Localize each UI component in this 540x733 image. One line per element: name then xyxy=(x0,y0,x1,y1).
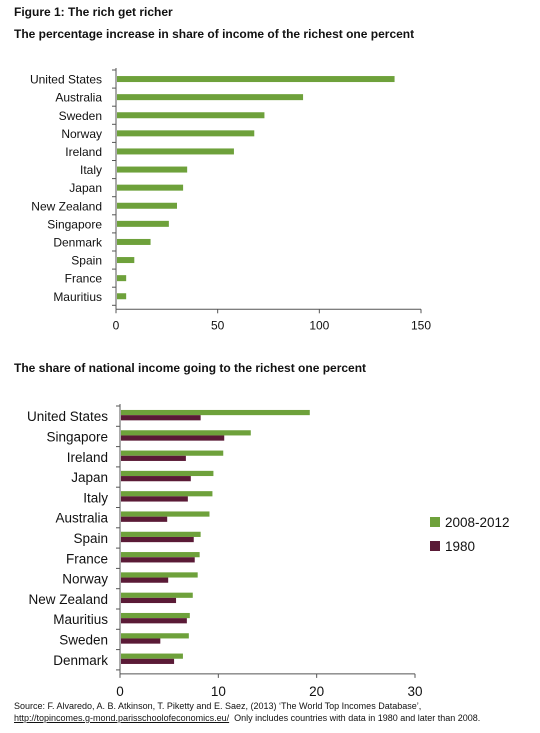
bar xyxy=(117,130,255,137)
x-tick-label: 10 xyxy=(211,684,226,699)
category-label: Japan xyxy=(69,181,102,195)
legend-label: 2008-2012 xyxy=(445,515,510,530)
legend-swatch xyxy=(430,541,440,551)
bar xyxy=(117,293,127,300)
bar-2008-2012 xyxy=(121,450,224,456)
category-label: Spain xyxy=(71,254,102,268)
bar-2008-2012 xyxy=(121,430,251,436)
bar xyxy=(117,257,135,264)
x-tick-label: 0 xyxy=(116,684,124,699)
source-link-line: http://topincomes.g-mond.parisschoolofec… xyxy=(14,712,534,724)
figure-title: Figure 1: The rich get richer xyxy=(14,5,173,19)
category-label: France xyxy=(66,551,108,566)
category-label: New Zealand xyxy=(28,592,108,607)
bar xyxy=(117,148,234,155)
bar-1980 xyxy=(121,597,177,604)
category-label: Ireland xyxy=(65,145,102,159)
source-note: Source: F. Alvaredo, A. B. Atkinson, T. … xyxy=(14,700,534,724)
bar xyxy=(117,184,184,191)
category-label: Australia xyxy=(55,91,102,105)
x-tick-label: 50 xyxy=(211,318,225,332)
category-label: Italy xyxy=(83,490,108,505)
bar xyxy=(117,94,304,101)
bar xyxy=(117,275,127,282)
bar-2008-2012 xyxy=(121,511,210,517)
category-label: United States xyxy=(27,409,108,424)
x-tick-label: 100 xyxy=(309,318,329,332)
legend-label: 1980 xyxy=(445,539,475,554)
category-label: Singapore xyxy=(47,217,102,231)
bar xyxy=(117,166,188,173)
bar-1980 xyxy=(121,536,194,543)
bar-2008-2012 xyxy=(121,470,214,477)
bar-2008-2012 xyxy=(121,612,190,619)
category-label: Japan xyxy=(71,470,108,485)
bar-1980 xyxy=(121,496,188,502)
category-label: United States xyxy=(30,73,102,87)
bar-1980 xyxy=(121,658,175,664)
x-tick-label: 20 xyxy=(309,684,324,699)
bar-1980 xyxy=(121,577,169,583)
bar-1980 xyxy=(121,435,225,441)
category-label: France xyxy=(65,272,103,286)
category-label: New Zealand xyxy=(31,199,102,213)
bar-1980 xyxy=(121,415,201,421)
bar-1980 xyxy=(121,618,187,624)
x-tick-label: 30 xyxy=(407,684,422,699)
bar-2008-2012 xyxy=(121,633,189,639)
bar xyxy=(117,220,169,227)
bar xyxy=(117,76,395,83)
category-label: Norway xyxy=(62,572,108,587)
x-tick-label: 150 xyxy=(411,318,431,332)
bar xyxy=(117,238,151,245)
category-label: Spain xyxy=(73,531,108,546)
bar-2008-2012 xyxy=(121,409,310,416)
category-label: Mauritius xyxy=(53,290,102,304)
chart2-title: The share of national income going to th… xyxy=(14,361,367,375)
category-label: Australia xyxy=(55,511,108,526)
bar-2008-2012 xyxy=(121,653,183,659)
category-label: Sweden xyxy=(59,632,108,647)
bar-2008-2012 xyxy=(121,491,213,497)
source-link[interactable]: http://topincomes.g-mond.parisschoolofec… xyxy=(14,713,230,723)
bar xyxy=(117,112,265,119)
x-tick-label: 0 xyxy=(113,318,120,332)
bar-2008-2012 xyxy=(121,531,201,537)
bar-2008-2012 xyxy=(121,592,193,598)
bar-1980 xyxy=(121,476,191,482)
bar-2008-2012 xyxy=(121,572,198,578)
category-label: Denmark xyxy=(53,653,108,668)
category-label: Denmark xyxy=(53,235,103,249)
category-label: Italy xyxy=(80,163,102,177)
category-label: Mauritius xyxy=(53,612,108,627)
income-increase-chart: United States Australia Sweden Norway Irelan… xyxy=(30,68,431,332)
category-label: Ireland xyxy=(67,450,108,465)
bar-1980 xyxy=(121,455,186,461)
category-label: Singapore xyxy=(46,429,108,444)
category-label: Norway xyxy=(61,127,102,141)
bar-1980 xyxy=(121,638,161,644)
bar xyxy=(117,202,177,209)
legend-swatch xyxy=(430,517,440,527)
source-line: Source: F. Alvaredo, A. B. Atkinson, T. … xyxy=(14,701,422,711)
source-footnote: Only includes countries with data in 198… xyxy=(234,713,481,723)
income-share-chart: United States Singapore Ireland Japan Italy A… xyxy=(27,404,510,699)
bar-1980 xyxy=(121,516,168,522)
chart1-title: The percentage increase in share of inco… xyxy=(14,27,415,41)
bar-2008-2012 xyxy=(121,552,200,558)
category-label: Sweden xyxy=(59,109,102,123)
bar-1980 xyxy=(121,557,195,563)
